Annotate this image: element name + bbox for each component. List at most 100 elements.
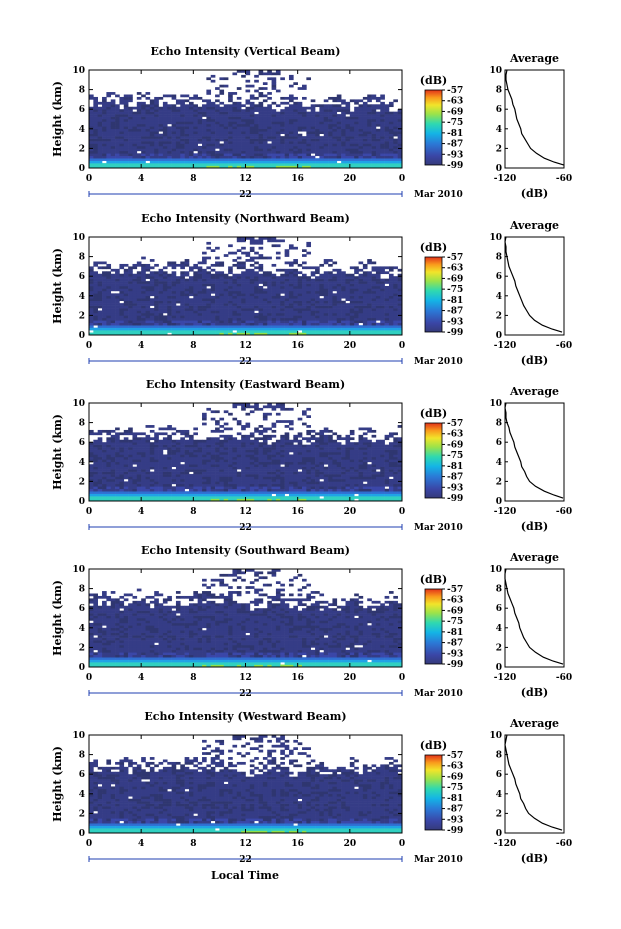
heatmap-cell <box>328 290 333 294</box>
heatmap-cell <box>302 163 307 166</box>
heatmap-cell <box>228 286 233 289</box>
heatmap-cell <box>345 145 351 149</box>
heatmap-cell <box>262 111 268 115</box>
heatmap-cell <box>93 136 98 139</box>
heatmap-cell <box>128 150 133 154</box>
heatmap-cell <box>245 111 251 115</box>
heatmap-cell <box>358 104 364 108</box>
heatmap-cell <box>293 293 298 297</box>
heatmap-cell <box>197 439 203 443</box>
heatmap-cell <box>232 92 238 95</box>
heatmap-cell <box>349 283 355 287</box>
heatmap-cell <box>97 476 103 480</box>
heatmap-cell <box>262 276 268 279</box>
heatmap-cell <box>102 322 107 326</box>
heatmap-cell <box>202 486 207 490</box>
x-tick-label: 4 <box>138 174 144 184</box>
heatmap-cell <box>149 286 155 289</box>
heatmap-cell <box>393 305 398 309</box>
heatmap-cell <box>341 111 346 115</box>
heatmap-cell <box>197 295 203 299</box>
heatmap-cell <box>154 298 159 301</box>
heatmap-cell <box>141 288 146 292</box>
heatmap-cell <box>141 491 146 494</box>
heatmap-cell <box>284 286 290 289</box>
heatmap-cell <box>349 143 355 147</box>
heatmap-cell <box>219 84 225 88</box>
heatmap-cell <box>219 483 225 487</box>
heatmap-cell <box>180 94 185 98</box>
heatmap-cell <box>232 276 238 279</box>
heatmap-cell <box>262 148 268 152</box>
heatmap-cell <box>319 158 325 161</box>
heatmap-cell <box>119 278 125 282</box>
heatmap-cell <box>367 155 372 159</box>
heatmap-cell <box>184 317 190 321</box>
heatmap-cell <box>236 70 242 73</box>
heatmap-cell <box>106 474 112 477</box>
heatmap-cell <box>249 96 255 100</box>
heatmap-cell <box>162 437 168 441</box>
heatmap-cell <box>89 138 94 142</box>
heatmap-cell <box>223 131 229 134</box>
heatmap-cell <box>267 300 272 304</box>
heatmap-cell <box>297 308 303 311</box>
heatmap-cell <box>132 466 138 470</box>
heatmap-cell <box>158 332 164 336</box>
colorbar-tick-label: -87 <box>447 140 463 150</box>
heatmap-cell <box>132 106 138 110</box>
heatmap-cell <box>206 442 212 445</box>
heatmap-cell <box>228 155 233 159</box>
heatmap-cell <box>128 449 133 453</box>
heatmap-cell <box>375 303 381 306</box>
heatmap-cell <box>319 123 325 127</box>
heatmap-cell <box>115 268 120 272</box>
heatmap-cell <box>141 464 146 467</box>
heatmap-cell <box>288 330 294 333</box>
heatmap-cell <box>132 496 138 499</box>
heatmap-cell <box>397 332 403 336</box>
heatmap-cell <box>332 123 338 127</box>
heatmap-cell <box>271 131 277 134</box>
heatmap-cell <box>358 283 364 287</box>
heatmap-cell <box>262 141 268 144</box>
heatmap-cell <box>149 298 155 301</box>
heatmap-cell <box>141 466 146 470</box>
heatmap-cell <box>193 273 198 277</box>
heatmap-cell <box>323 315 329 319</box>
heatmap-cell <box>367 259 372 262</box>
heatmap-cell <box>336 119 342 122</box>
heatmap-cell <box>297 138 303 142</box>
heatmap-cell <box>193 332 198 336</box>
heatmap-cell <box>162 148 168 152</box>
heatmap-cell <box>341 123 346 127</box>
heatmap-cell <box>371 136 377 139</box>
heatmap-cell <box>206 273 212 277</box>
heatmap-cell <box>180 266 185 270</box>
heatmap-cell <box>275 305 281 309</box>
heatmap-cell <box>167 478 172 482</box>
heatmap-cell <box>188 320 194 324</box>
heatmap-cell <box>149 459 155 463</box>
heatmap-cell <box>106 126 112 130</box>
heatmap-cell <box>319 106 325 110</box>
heatmap-cell <box>375 293 381 297</box>
heatmap-cell <box>97 109 103 112</box>
heatmap-cell <box>119 286 125 289</box>
heatmap-cell <box>293 315 298 319</box>
heatmap-cell <box>280 286 285 289</box>
heatmap-cell <box>119 488 125 492</box>
heatmap-cell <box>162 442 168 445</box>
heatmap-cell <box>158 290 164 294</box>
heatmap-cell <box>171 281 177 284</box>
heatmap-cell <box>110 295 116 299</box>
heatmap-cell <box>106 464 112 467</box>
heatmap-cell <box>267 150 272 154</box>
heatmap-cell <box>110 298 116 301</box>
heatmap-cell <box>115 444 120 448</box>
heatmap-cell <box>349 303 355 306</box>
heatmap-cell <box>154 136 159 139</box>
heatmap-cell <box>375 322 381 326</box>
heatmap-cell <box>106 308 112 311</box>
heatmap-cell <box>197 290 203 294</box>
